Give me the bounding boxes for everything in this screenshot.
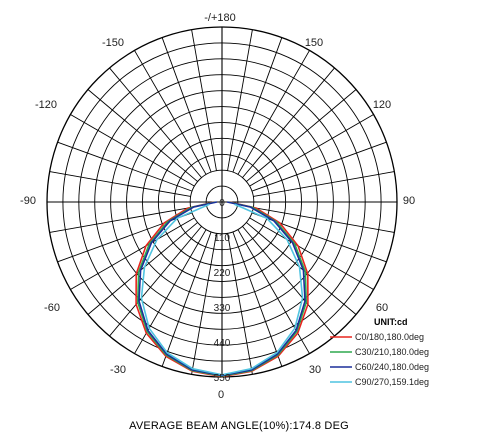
radial-tick-label: 330 <box>214 303 231 314</box>
grid-spoke <box>191 29 217 171</box>
angle-label: 150 <box>305 37 323 49</box>
legend-label: C60/240,180.0deg <box>355 362 429 372</box>
angle-label: -120 <box>35 99 57 111</box>
grid-spoke <box>87 222 198 315</box>
legend: UNIT:cd C0/180,180.0deg C30/210,180.0deg C… <box>330 317 429 387</box>
radial-tick-label: 220 <box>214 268 231 279</box>
angle-label: 60 <box>376 302 388 314</box>
angle-label: -150 <box>102 37 124 49</box>
grid-spoke <box>227 233 253 375</box>
grid-spoke <box>246 89 357 182</box>
radial-tick-labels: 0 110 220 330 440 550 <box>214 198 231 384</box>
polar-grid <box>46 26 398 378</box>
angle-labels: -/+180 150 120 90 60 30 0 -30 -60 -90 -120 -150 <box>20 12 415 401</box>
grid-spoke <box>232 231 283 367</box>
grid-spoke <box>232 37 283 173</box>
grid-spoke <box>242 226 335 337</box>
intensity-curve-3 <box>140 203 304 376</box>
angle-label: -30 <box>110 364 126 376</box>
grid-spoke <box>161 37 212 173</box>
grid-spoke <box>87 89 198 182</box>
grid-spoke <box>191 233 217 375</box>
grid-spoke <box>134 50 207 175</box>
angle-label: -90 <box>20 195 36 207</box>
grid-spoke <box>253 207 395 233</box>
grid-spoke <box>227 29 253 171</box>
grid-spoke <box>109 67 202 178</box>
unit-label: UNIT:cd <box>374 317 408 327</box>
grid-spoke <box>253 171 395 197</box>
radial-tick-label: 110 <box>214 233 230 244</box>
legend-label: C90/270,159.1deg <box>355 377 429 387</box>
grid-spoke <box>237 50 310 175</box>
angle-label: 120 <box>373 99 391 111</box>
angle-label: 0 <box>218 389 224 401</box>
grid-spoke <box>57 141 193 192</box>
grid-spoke <box>70 114 195 187</box>
radial-tick-label: 550 <box>214 373 231 384</box>
radial-tick-label: 440 <box>214 338 231 349</box>
grid-spoke <box>249 217 374 290</box>
grid-spoke <box>49 171 191 197</box>
grid-spoke <box>251 141 387 192</box>
legend-label: C30/210,180.0deg <box>355 347 429 357</box>
legend-label: C0/180,180.0deg <box>355 332 424 342</box>
angle-label: 90 <box>403 195 415 207</box>
radial-tick-label: 0 <box>219 198 225 209</box>
grid-spoke <box>246 222 357 315</box>
grid-spoke <box>70 217 195 290</box>
intensity-curves <box>135 201 309 378</box>
beam-angle-caption: AVERAGE BEAM ANGLE(10%):174.8 DEG <box>129 420 349 432</box>
grid-spoke <box>49 207 191 233</box>
grid-spoke <box>109 226 202 337</box>
angle-label: 30 <box>309 364 321 376</box>
angle-label: -/+180 <box>204 12 236 24</box>
grid-spoke <box>161 231 212 367</box>
grid-spoke <box>249 114 374 187</box>
angle-label: -60 <box>44 302 60 314</box>
grid-spoke <box>242 67 335 178</box>
polar-intensity-chart: -/+180 150 120 90 60 30 0 -30 -60 -90 -120 -150 0 11… <box>20 12 429 401</box>
